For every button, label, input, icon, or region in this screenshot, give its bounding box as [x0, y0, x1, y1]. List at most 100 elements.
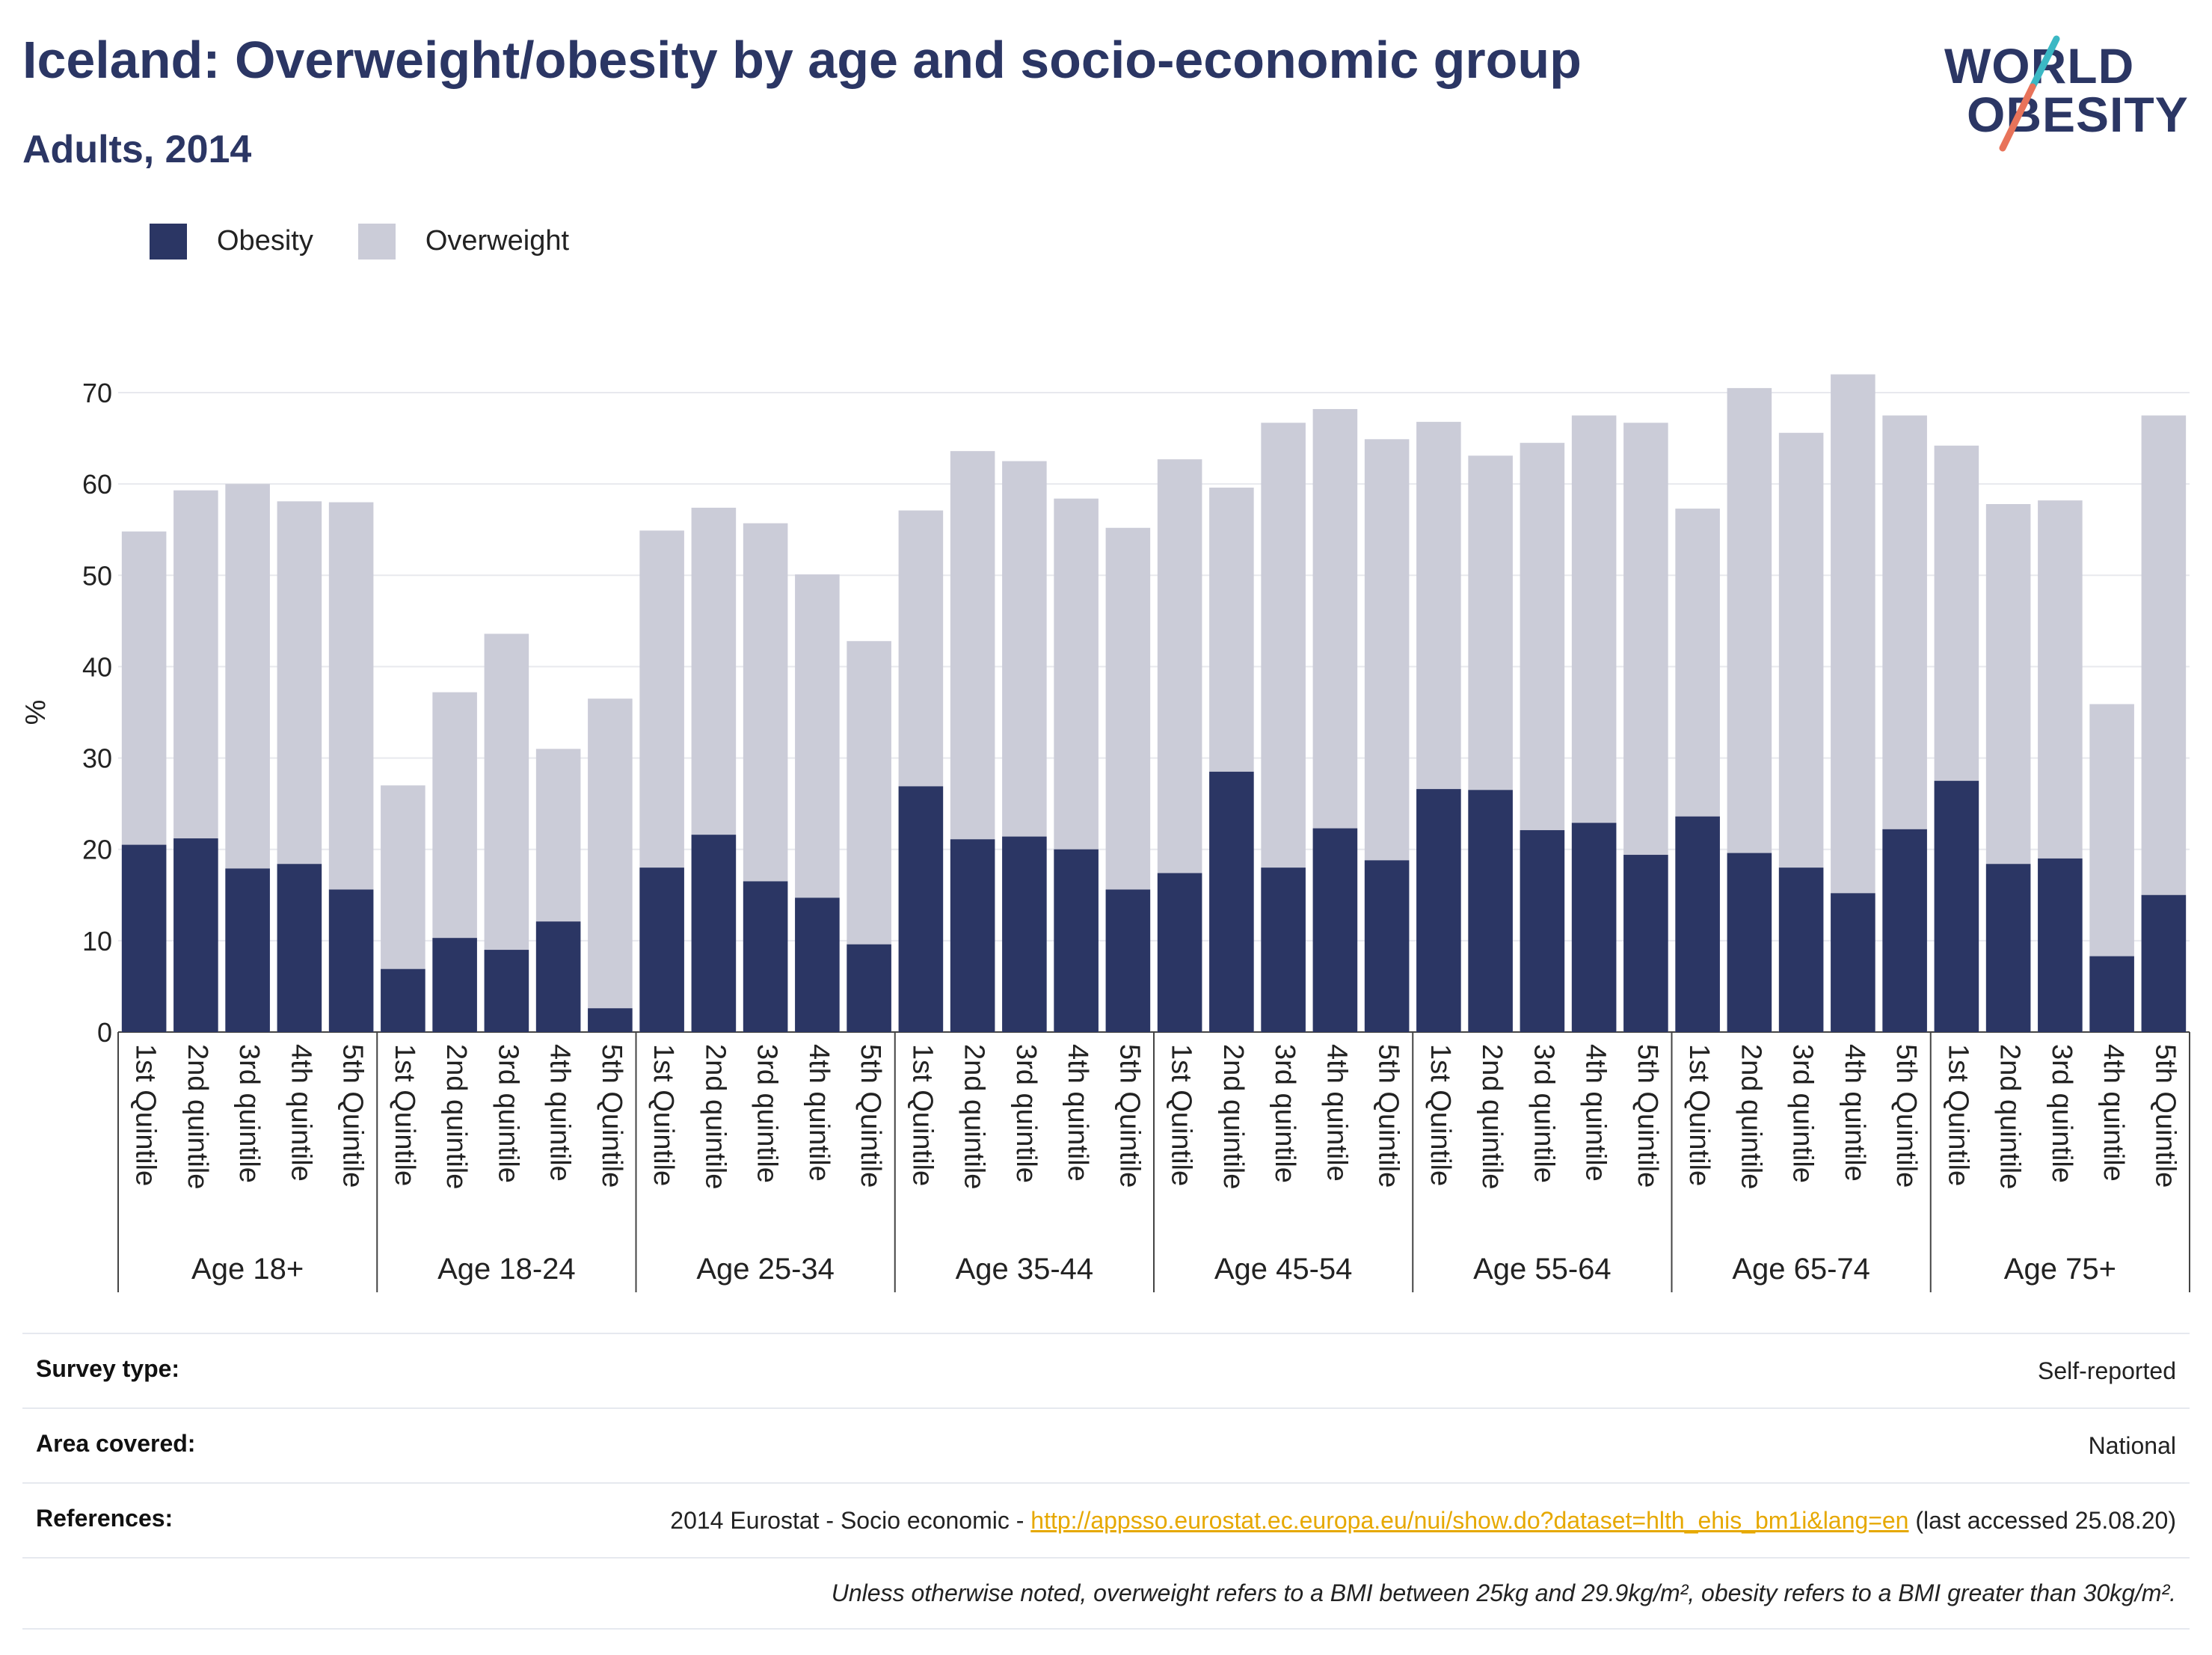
- x-tick-label: 4th quintile: [2098, 1044, 2129, 1182]
- legend-label-obesity: Obesity: [217, 225, 313, 257]
- logo-slash-icon: [1999, 35, 2060, 152]
- x-tick-label: 5th Quintile: [337, 1044, 369, 1188]
- x-tick-label: 1st Quintile: [648, 1044, 679, 1186]
- bar-obesity: [1054, 849, 1099, 1032]
- x-tick-label: 1st Quintile: [1166, 1044, 1197, 1186]
- group-label: Age 55-64: [1473, 1253, 1612, 1286]
- y-tick-label: 20: [82, 835, 112, 865]
- area-covered-value: National: [2088, 1432, 2176, 1459]
- bar-obesity: [898, 786, 944, 1032]
- bar-obesity: [432, 938, 477, 1032]
- x-tick-label: 3rd quintile: [1269, 1044, 1300, 1183]
- legend-swatch-overweight: [357, 223, 396, 260]
- x-tick-label: 5th Quintile: [1890, 1044, 1922, 1188]
- group-label: Age 75+: [2004, 1253, 2116, 1286]
- x-tick-label: 3rd quintile: [233, 1044, 265, 1183]
- bar-obesity: [1312, 828, 1358, 1032]
- world-obesity-logo: WORLD OBESITY: [1944, 22, 2191, 157]
- group-label: Age 18-24: [437, 1253, 576, 1286]
- bar-obesity: [121, 844, 167, 1032]
- x-tick-label: 3rd quintile: [1787, 1044, 1819, 1183]
- bar-obesity: [950, 839, 995, 1032]
- x-tick-label: 5th Quintile: [855, 1044, 886, 1188]
- x-tick-label: 2nd quintile: [182, 1044, 213, 1189]
- x-tick-label: 2nd quintile: [1476, 1044, 1508, 1189]
- y-tick-label: 0: [97, 1017, 112, 1048]
- bar-obesity: [1623, 855, 1668, 1032]
- meta-row-survey-type: Survey type: Self-reported: [22, 1334, 2190, 1409]
- group-label: Age 18+: [191, 1253, 304, 1286]
- x-tick-label: 3rd quintile: [752, 1044, 783, 1183]
- bar-obesity: [173, 838, 218, 1032]
- x-tick-label: 4th quintile: [1062, 1044, 1093, 1182]
- x-tick-label: 2nd quintile: [959, 1044, 990, 1189]
- bar-obesity: [2089, 956, 2134, 1032]
- x-tick-label: 2nd quintile: [1217, 1044, 1249, 1189]
- bar-obesity: [328, 889, 374, 1032]
- x-tick-label: 3rd quintile: [492, 1044, 523, 1183]
- x-tick-label: 1st Quintile: [1683, 1044, 1715, 1186]
- bar-obesity: [1157, 873, 1202, 1032]
- area-covered-label: Area covered:: [36, 1430, 196, 1457]
- y-tick-label: 40: [82, 651, 112, 682]
- references-link[interactable]: http://appsso.eurostat.ec.europa.eu/nui/…: [1030, 1507, 1909, 1534]
- bar-obesity: [1882, 829, 1927, 1032]
- x-tick-label: 4th quintile: [803, 1044, 835, 1182]
- meta-row-area: Area covered: National: [22, 1409, 2190, 1484]
- group-label: Age 25-34: [696, 1253, 835, 1286]
- x-tick-label: 4th quintile: [1321, 1044, 1352, 1182]
- bar-obesity: [1675, 816, 1720, 1032]
- bar-obesity: [1571, 823, 1617, 1032]
- y-tick-label: 70: [82, 378, 112, 408]
- bar-obesity: [225, 868, 270, 1032]
- x-tick-label: 4th quintile: [285, 1044, 316, 1182]
- logo-word-2: OBESITY: [1967, 87, 2189, 142]
- legend-swatch-obesity: [150, 223, 187, 260]
- meta-row-references: References: 2014 Eurostat - Socio econom…: [22, 1484, 2190, 1559]
- group-label: Age 35-44: [956, 1253, 1094, 1286]
- bar-obesity: [2141, 894, 2187, 1032]
- bar-obesity: [1105, 889, 1151, 1032]
- bar-obesity: [1985, 864, 2031, 1032]
- bar-obesity: [1468, 790, 1513, 1032]
- x-tick-label: 1st Quintile: [1942, 1044, 1973, 1186]
- bar-overweight: [588, 698, 633, 1032]
- bar-obesity: [381, 968, 425, 1032]
- bar-chart: 0 10 20 30 40 50 60 70% 1st Quintile 2nd quintile…: [20, 374, 2190, 1292]
- bar-obesity: [743, 881, 788, 1032]
- bar-obesity: [691, 835, 737, 1032]
- chart-title: Iceland: Overweight/obesity by age and s…: [22, 31, 1582, 89]
- x-tick-label: 1st Quintile: [1425, 1044, 1456, 1186]
- x-tick-label: 5th Quintile: [2149, 1044, 2181, 1188]
- bar-obesity: [639, 868, 684, 1032]
- references-prefix: 2014 Eurostat - Socio economic -: [670, 1507, 1031, 1534]
- x-tick-label: 2nd quintile: [1994, 1044, 2026, 1189]
- bar-obesity: [847, 944, 891, 1032]
- x-tick-label: 1st Quintile: [130, 1044, 162, 1186]
- x-tick-label: 1st Quintile: [389, 1044, 420, 1186]
- metadata-table: Survey type: Self-reported Area covered:…: [22, 1333, 2190, 1630]
- bar-obesity: [588, 1008, 633, 1032]
- x-tick-label: 4th quintile: [1839, 1044, 1870, 1182]
- bar-obesity: [484, 950, 529, 1032]
- group-label: Age 65-74: [1732, 1253, 1870, 1286]
- x-tick-label: 2nd quintile: [699, 1044, 731, 1189]
- y-tick-label: 60: [82, 469, 112, 500]
- bar-obesity: [795, 897, 840, 1032]
- x-tick-label: 3rd quintile: [1528, 1044, 1559, 1183]
- bar-obesity: [2038, 858, 2083, 1032]
- bar-obesity: [277, 864, 322, 1032]
- x-tick-label: 5th Quintile: [596, 1044, 627, 1188]
- x-tick-label: 3rd quintile: [2046, 1044, 2077, 1183]
- survey-type-value: Self-reported: [2038, 1357, 2176, 1384]
- x-tick-label: 3rd quintile: [1010, 1044, 1042, 1183]
- y-tick-label: 30: [82, 743, 112, 774]
- x-tick-label: 4th quintile: [1580, 1044, 1612, 1182]
- legend-item-obesity: Obesity: [150, 223, 313, 260]
- references-label: References:: [36, 1505, 173, 1532]
- legend-item-overweight: Overweight: [357, 223, 569, 260]
- x-tick-label: 2nd quintile: [1735, 1044, 1766, 1189]
- survey-type-label: Survey type:: [36, 1355, 180, 1382]
- references-value: 2014 Eurostat - Socio economic - http://…: [670, 1505, 2176, 1536]
- chart-subtitle: Adults, 2014: [22, 128, 252, 171]
